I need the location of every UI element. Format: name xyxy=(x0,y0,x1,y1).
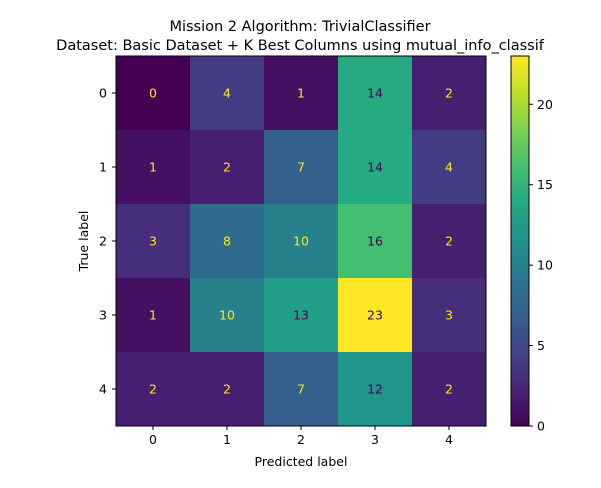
x-tick-label: 4 xyxy=(445,432,453,447)
heatmap-cell xyxy=(412,278,487,353)
cell-value-label: 1 xyxy=(297,86,305,101)
heatmap-cell xyxy=(190,204,265,279)
colorbar xyxy=(510,55,530,427)
y-axis-label: True label xyxy=(76,211,91,273)
heatmap-cell xyxy=(338,204,413,279)
colorbar-tick-label: 5 xyxy=(537,338,545,353)
colorbar-tick-label: 0 xyxy=(537,419,545,434)
cell-value-label: 23 xyxy=(367,308,383,323)
cell-value-label: 7 xyxy=(297,382,305,397)
heatmap-cell xyxy=(190,130,265,205)
heatmap-cell xyxy=(190,352,265,427)
y-tick-label: 2 xyxy=(99,234,107,249)
y-axis: 0 1 2 3 4 xyxy=(99,86,116,397)
cell-value-label: 1 xyxy=(149,160,157,175)
heatmap-cell xyxy=(264,352,339,427)
colorbar-tick-label: 20 xyxy=(537,97,553,112)
heatmap-cell xyxy=(338,352,413,427)
cell-value-label: 4 xyxy=(445,160,453,175)
cell-value-label: 4 xyxy=(223,86,231,101)
cell-value-label: 2 xyxy=(445,234,453,249)
heatmap-cell xyxy=(412,56,487,131)
heatmap-cell xyxy=(116,204,191,279)
heatmap-cell xyxy=(190,278,265,353)
cell-value-label: 14 xyxy=(367,160,383,175)
heatmap-cell xyxy=(264,130,339,205)
colorbar-tick-label: 15 xyxy=(537,177,553,192)
heatmap-cell xyxy=(116,56,191,131)
heatmap-cell xyxy=(412,204,487,279)
heatmap-cell xyxy=(116,130,191,205)
cell-value-label: 2 xyxy=(149,382,157,397)
cell-value-label: 10 xyxy=(293,234,309,249)
x-axis: 0 1 2 3 4 xyxy=(149,426,453,447)
y-tick-label: 4 xyxy=(99,382,107,397)
x-tick-label: 0 xyxy=(149,432,157,447)
cell-value-label: 0 xyxy=(149,86,157,101)
chart-title-line-2: Dataset: Basic Dataset + K Best Columns … xyxy=(56,38,545,54)
y-tick-label: 0 xyxy=(99,86,107,101)
cell-value-label: 2 xyxy=(445,86,453,101)
cell-value-label: 1 xyxy=(149,308,157,323)
cell-value-label: 3 xyxy=(445,308,453,323)
heatmap-cell xyxy=(338,56,413,131)
cell-value-label: 2 xyxy=(223,382,231,397)
heatmap-cell xyxy=(264,204,339,279)
y-tick-label: 3 xyxy=(99,308,107,323)
cell-value-label: 10 xyxy=(219,308,235,323)
cell-value-label: 13 xyxy=(293,308,309,323)
heatmap-cell xyxy=(264,278,339,353)
heatmap-cells xyxy=(116,56,487,427)
heatmap-cell xyxy=(116,352,191,427)
heatmap-cell xyxy=(412,130,487,205)
cell-value-label: 16 xyxy=(367,234,383,249)
chart-title-line-1: Mission 2 Algorithm: TrivialClassifier xyxy=(169,19,430,35)
heatmap-cell xyxy=(412,352,487,427)
x-tick-label: 3 xyxy=(371,432,379,447)
cell-value-label: 14 xyxy=(367,86,383,101)
y-tick-label: 1 xyxy=(99,160,107,175)
colorbar-tick-label: 10 xyxy=(537,258,553,273)
heatmap-cell xyxy=(338,278,413,353)
heatmap-cell xyxy=(116,278,191,353)
x-axis-label: Predicted label xyxy=(255,454,348,469)
cell-value-label: 12 xyxy=(367,382,383,397)
x-tick-label: 1 xyxy=(223,432,231,447)
heatmap-cell xyxy=(190,56,265,131)
x-tick-label: 2 xyxy=(297,432,305,447)
cell-value-label: 3 xyxy=(149,234,157,249)
heatmap-cell xyxy=(264,56,339,131)
colorbar-ticks: 0 5 10 15 20 xyxy=(529,97,553,434)
heatmap-cell xyxy=(338,130,413,205)
cell-value-label: 7 xyxy=(297,160,305,175)
heatmap-cell-labels: 0 4 1 14 21 2 7 14 43 8 10 16 21 10 13 23 32 2 7 12 2 xyxy=(149,86,453,397)
cell-value-label: 2 xyxy=(445,382,453,397)
cell-value-label: 2 xyxy=(223,160,231,175)
cell-value-label: 8 xyxy=(223,234,231,249)
